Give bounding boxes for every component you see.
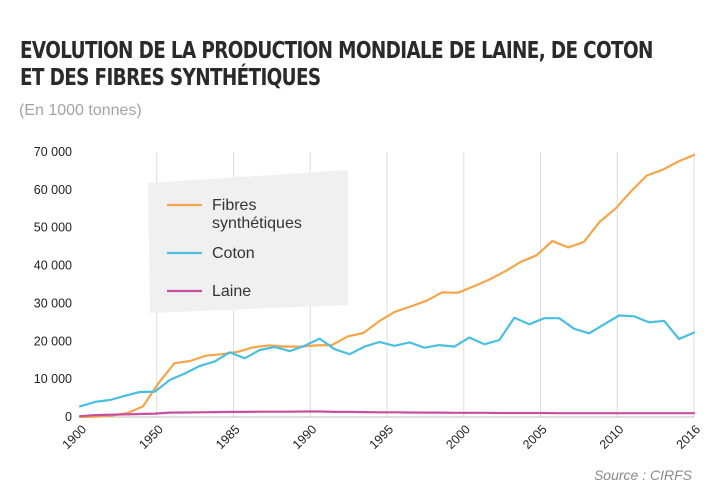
y-tick-label: 60 000 [34, 183, 72, 197]
series-line-coton [78, 314, 696, 408]
x-tick-label: 1995 [367, 422, 397, 452]
series-line-fibres-synthetiques [78, 153, 696, 419]
x-tick-label: 1990 [290, 422, 320, 452]
legend-label-laine: Laine [212, 283, 251, 300]
y-tick-label: 20 000 [34, 334, 72, 348]
chart-legend: Fibres synthétiques Coton Laine [148, 170, 348, 313]
x-tick-label: 1985 [213, 422, 243, 452]
y-tick-label: 10 000 [34, 372, 72, 386]
legend-label-line: Fibres [212, 197, 256, 214]
y-tick-label: 30 000 [34, 296, 72, 310]
series-layer [78, 153, 696, 419]
y-tick-label: 40 000 [34, 259, 72, 273]
source-note: Source : CIRFS [593, 467, 692, 483]
x-tick-label: 2005 [520, 422, 550, 452]
x-tick-label: 2016 [674, 422, 704, 452]
chart-subtitle: (En 1000 tonnes) [19, 102, 142, 119]
x-tick-label: 2010 [597, 422, 627, 452]
chart-axes: 1900 1950 1985 1990 1995 2000 2005 2010 2016 0 10 … [34, 145, 703, 452]
y-tick-label: 0 [65, 410, 72, 424]
chart-title: EVOLUTION DE LA PRODUCTION MONDIALE DE L… [20, 38, 653, 92]
x-tick-label: 1900 [60, 422, 90, 452]
y-tick-label: 50 000 [34, 221, 72, 235]
chart-title-line-2: ET DES FIBRES SYNTHÉTIQUES [20, 65, 321, 91]
legend-label-line: synthétiques [212, 215, 302, 232]
series-line-laine [78, 410, 696, 418]
y-tick-label: 70 000 [34, 145, 72, 159]
x-tick-label: 1950 [136, 422, 166, 452]
legend-label-coton: Coton [212, 245, 255, 262]
x-tick-label: 2000 [443, 422, 473, 452]
chart-title-line-1: EVOLUTION DE LA PRODUCTION MONDIALE DE L… [20, 38, 653, 64]
legend-label-fibres-synthetiques: Fibres synthétiques [212, 197, 302, 232]
